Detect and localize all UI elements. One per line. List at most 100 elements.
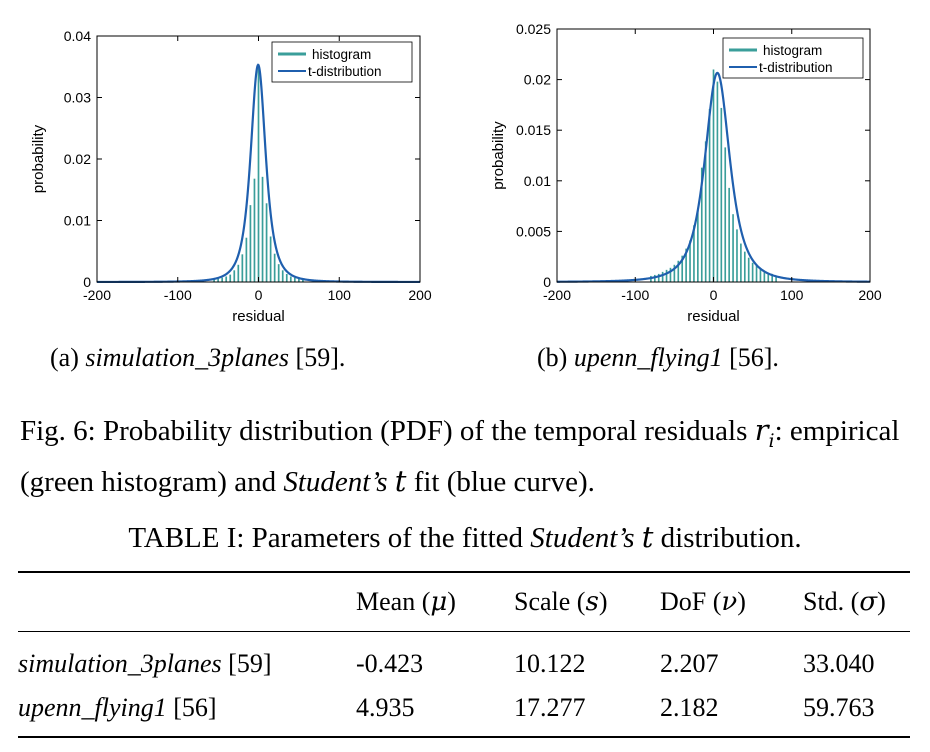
histogram-bar bbox=[732, 214, 734, 282]
histogram-bar bbox=[298, 278, 300, 282]
figure-caption-student: Student’s bbox=[283, 465, 388, 498]
subcaption-a-ref: [59]. bbox=[289, 343, 346, 372]
histogram-bar bbox=[747, 257, 750, 282]
header-scale-symbol: s bbox=[585, 587, 599, 617]
subcaption-b: (b) upenn_flying1 [56]. bbox=[537, 343, 779, 373]
header-scale: Scale (s) bbox=[514, 572, 660, 632]
y-tick-label: 0.04 bbox=[64, 28, 91, 44]
figure-caption-part-3: fit (blue curve). bbox=[406, 465, 595, 498]
histogram-bar bbox=[289, 276, 292, 282]
histogram-bar bbox=[767, 272, 770, 282]
histogram-bar bbox=[740, 243, 742, 282]
legend-t-distribution-label: t-distribution bbox=[308, 64, 382, 79]
y-tick-label: 0.02 bbox=[524, 72, 551, 88]
histogram-bar bbox=[229, 274, 232, 282]
histogram-bar bbox=[665, 269, 668, 282]
histogram-bar bbox=[743, 251, 746, 282]
figure-caption-part-1: Fig. 6: Probability distribution (PDF) o… bbox=[20, 415, 755, 447]
figure-caption-math-t: t bbox=[394, 463, 407, 498]
y-tick-label: 0.005 bbox=[516, 223, 551, 239]
histogram-bars bbox=[650, 69, 777, 283]
histogram-bar bbox=[693, 225, 695, 282]
x-tick-label: 100 bbox=[328, 287, 352, 303]
header-dof-close: ) bbox=[737, 587, 746, 616]
y-axis-label: probability bbox=[490, 121, 507, 190]
histogram-bar bbox=[763, 270, 766, 282]
histogram-bar bbox=[689, 240, 691, 282]
histogram-bar bbox=[241, 254, 244, 282]
histogram-bar bbox=[661, 271, 664, 282]
histogram-bar bbox=[775, 275, 777, 282]
header-std-close: ) bbox=[877, 587, 886, 616]
row-ref: [56] bbox=[166, 693, 217, 722]
histogram-bar bbox=[657, 273, 660, 282]
histogram-bar bbox=[685, 248, 687, 282]
subcaption-a-name: simulation_3planes bbox=[85, 343, 290, 372]
chart-upenn-flying1: -200 -100 0 100 200 0 0.005 0.01 0.015 0.02 0.025 r… bbox=[490, 21, 882, 325]
histogram-bar bbox=[736, 229, 738, 282]
x-tick-label: 100 bbox=[780, 287, 804, 303]
header-dof: DoF (ν) bbox=[660, 572, 803, 632]
cell-dof: 2.207 bbox=[660, 649, 719, 678]
table-header-row: Mean (μ) Scale (s) DoF (ν) Std. (σ) bbox=[18, 572, 910, 632]
header-std: Std. (σ) bbox=[803, 572, 910, 632]
table-caption: TABLE I: Parameters of the fitted Studen… bbox=[0, 520, 930, 555]
histogram-bar bbox=[253, 178, 256, 282]
header-mean-text: Mean ( bbox=[356, 587, 431, 616]
histogram-bar bbox=[277, 264, 280, 282]
figure-caption-part-2: : empirical (green histogram) and bbox=[20, 415, 900, 498]
subcaption-b-name: upenn_flying1 bbox=[573, 343, 723, 372]
histogram-bar bbox=[281, 270, 284, 282]
figure-caption: Fig. 6: Probability distribution (PDF) o… bbox=[20, 410, 915, 502]
cell-dof: 2.182 bbox=[660, 693, 719, 722]
histogram-bar bbox=[293, 277, 296, 282]
subcaption-a-prefix: (a) bbox=[50, 343, 86, 372]
table-caption-part-1: TABLE I: Parameters of the fitted bbox=[128, 522, 531, 554]
histogram-bar bbox=[269, 236, 272, 282]
header-std-text: Std. ( bbox=[803, 587, 860, 616]
legend-t-distribution-label: t-distribution bbox=[759, 60, 833, 75]
subcaption-a: (a) simulation_3planes [59]. bbox=[50, 343, 345, 373]
y-tick-label: 0.03 bbox=[64, 90, 91, 106]
histogram-bar bbox=[233, 270, 236, 282]
header-mean-close: ) bbox=[447, 587, 456, 616]
legend: histogram t-distribution bbox=[722, 37, 864, 79]
x-axis-label: residual bbox=[232, 308, 285, 325]
header-scale-text: Scale ( bbox=[514, 587, 586, 616]
cell-std: 33.040 bbox=[803, 649, 875, 678]
header-dof-text: DoF ( bbox=[660, 587, 722, 616]
row-ref: [59] bbox=[221, 649, 272, 678]
histogram-bar bbox=[302, 279, 304, 282]
histogram-bar bbox=[728, 187, 730, 282]
y-tick-label: 0 bbox=[543, 274, 551, 290]
histogram-bar bbox=[237, 264, 240, 282]
histogram-bar bbox=[653, 274, 656, 282]
table-row: upenn_flying1 [56] 4.935 17.277 2.182 59… bbox=[18, 686, 910, 737]
cell-std: 59.763 bbox=[803, 693, 875, 722]
y-tick-label: 0.01 bbox=[524, 173, 551, 189]
histogram-bar bbox=[669, 267, 672, 282]
histogram-bar bbox=[677, 260, 680, 282]
histogram-bar bbox=[716, 81, 719, 283]
table-caption-math-t: t bbox=[641, 520, 654, 554]
y-tick-label: 0.015 bbox=[516, 122, 551, 138]
histogram-bar bbox=[285, 274, 288, 282]
subcaption-b-prefix: (b) bbox=[537, 343, 574, 372]
header-mean: Mean (μ) bbox=[356, 572, 514, 632]
parameters-table: Mean (μ) Scale (s) DoF (ν) Std. (σ) simu… bbox=[18, 571, 910, 738]
histogram-bar bbox=[751, 262, 754, 282]
histogram-bar bbox=[697, 208, 699, 282]
header-dof-symbol: ν bbox=[721, 587, 738, 617]
x-tick-label: -200 bbox=[83, 287, 111, 303]
legend-histogram-label: histogram bbox=[312, 47, 371, 62]
x-tick-label: -200 bbox=[543, 287, 571, 303]
header-empty bbox=[18, 572, 356, 632]
y-tick-label: 0.01 bbox=[64, 213, 91, 229]
histogram-bar bbox=[221, 277, 224, 282]
histogram-bar bbox=[771, 273, 774, 282]
x-tick-label: -100 bbox=[621, 287, 649, 303]
histogram-bar bbox=[245, 237, 248, 282]
subcaption-b-ref: [56]. bbox=[722, 343, 779, 372]
histogram-bar bbox=[708, 108, 711, 282]
figure-caption-math-i: i bbox=[768, 429, 775, 452]
